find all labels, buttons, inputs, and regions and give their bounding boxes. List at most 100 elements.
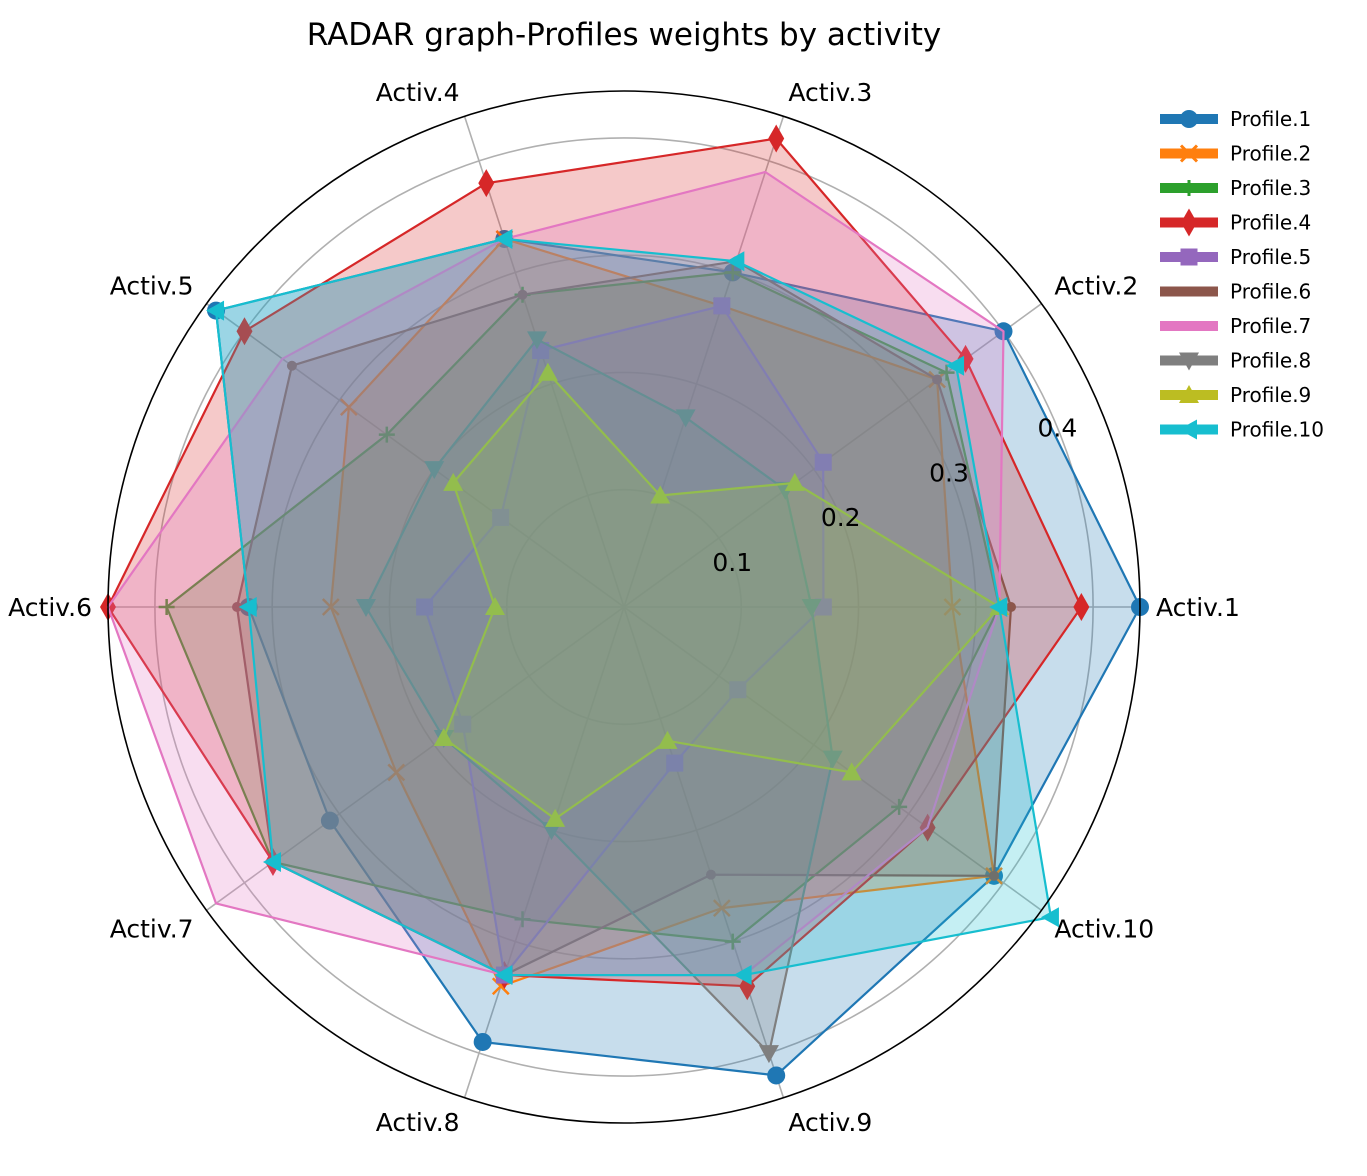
legend-item-9: Profile.9 — [1160, 383, 1311, 407]
data-point-6-1 — [1006, 602, 1016, 612]
legend-item-10: Profile.10 — [1160, 418, 1324, 442]
series-10 — [206, 228, 1059, 986]
data-point-4-4 — [478, 169, 495, 198]
data-point-6-10 — [989, 870, 1000, 881]
category-label-10: Activ.10 — [1054, 915, 1154, 944]
legend-marker-3 — [1181, 180, 1197, 196]
label-layer: Activ.1 Activ.2 Activ.3 Activ.4 Activ.5 Activ… — [8, 78, 1240, 1137]
category-label-4: Activ.4 — [376, 78, 460, 107]
data-point-9-2 — [784, 472, 805, 491]
data-point-8-9 — [758, 1045, 779, 1064]
data-point-3-3 — [724, 264, 741, 281]
rtick-label-4: 0.4 — [1038, 414, 1078, 443]
series-area-2 — [330, 238, 994, 987]
legend-marker-5 — [1180, 248, 1198, 266]
legend-label-9: Profile.9 — [1230, 383, 1311, 407]
legend-label-1: Profile.1 — [1230, 107, 1311, 131]
data-point-3-10 — [891, 798, 908, 815]
legend-item-4: Profile.4 — [1160, 208, 1311, 237]
data-point-6-6 — [232, 602, 242, 612]
chart-title: RADAR graph-Profiles weights by activity — [307, 17, 941, 53]
data-point-10-10 — [1040, 907, 1059, 928]
spoke-gridline-5 — [206, 303, 625, 608]
category-label-3: Activ.3 — [788, 78, 872, 107]
data-point-8-4 — [527, 331, 548, 350]
data-point-5-3 — [713, 297, 731, 315]
data-point-3-5 — [378, 426, 395, 443]
data-point-9-7 — [433, 727, 454, 746]
series-area-1 — [216, 238, 1140, 1076]
legend-label-8: Profile.8 — [1230, 349, 1311, 373]
data-point-10-7 — [262, 852, 281, 873]
legend-item-7: Profile.7 — [1160, 314, 1311, 338]
series-area-9 — [443, 372, 1000, 819]
legend-label-7: Profile.7 — [1230, 314, 1311, 338]
data-point-10-5 — [206, 300, 225, 321]
legend-marker-4 — [1181, 208, 1197, 237]
data-point-4-3 — [768, 124, 785, 153]
data-point-2-1 — [943, 598, 962, 616]
grid-layer — [108, 116, 1140, 1098]
data-point-3-8 — [514, 911, 531, 928]
legend-item-2: Profile.2 — [1160, 142, 1311, 166]
data-point-5-6 — [416, 598, 434, 616]
legend-label-10: Profile.10 — [1230, 418, 1324, 442]
category-label-7: Activ.7 — [110, 915, 194, 944]
data-point-8-1 — [801, 599, 822, 617]
data-point-8-5 — [424, 461, 445, 480]
data-point-2-5 — [339, 398, 358, 416]
legend-label-4: Profile.4 — [1230, 211, 1311, 235]
data-point-3-6 — [158, 599, 175, 615]
data-point-4-5 — [236, 317, 253, 346]
legend-marker-8 — [1179, 352, 1199, 371]
data-point-5-7 — [454, 715, 472, 733]
series-9 — [433, 362, 1010, 827]
data-point-10-1 — [989, 597, 1008, 617]
data-point-3-2 — [938, 364, 955, 381]
data-point-2-6 — [321, 598, 340, 616]
data-point-10-2 — [946, 355, 965, 376]
series-area-7 — [108, 172, 1004, 976]
legend-item-8: Profile.8 — [1160, 349, 1311, 373]
data-point-9-5 — [443, 472, 464, 491]
legend-label-2: Profile.2 — [1230, 142, 1311, 166]
category-label-2: Activ.2 — [1054, 271, 1138, 300]
series-2 — [321, 230, 1003, 996]
series-area-8 — [366, 339, 833, 1054]
data-point-2-7 — [387, 763, 406, 782]
data-point-1-7 — [320, 811, 339, 830]
data-point-5-10 — [729, 681, 747, 699]
data-point-3-9 — [724, 933, 741, 950]
series-area-10 — [216, 238, 1051, 976]
data-point-9-4 — [537, 362, 558, 381]
legend-marker-6 — [1184, 286, 1194, 297]
data-point-4-1 — [1073, 593, 1090, 621]
data-point-2-9 — [712, 899, 731, 918]
data-point-9-8 — [545, 808, 566, 827]
category-label-9: Activ.9 — [788, 1108, 872, 1137]
data-point-5-9 — [666, 754, 684, 772]
data-point-1-9 — [767, 1066, 786, 1085]
spoke-gridline-2 — [623, 303, 1042, 608]
legend-item-5: Profile.5 — [1160, 245, 1311, 269]
data-point-10-9 — [733, 965, 752, 986]
data-point-6-5 — [286, 360, 297, 371]
spoke-gridline-3 — [623, 116, 785, 608]
data-point-9-3 — [650, 485, 671, 504]
legend-label-3: Profile.3 — [1230, 176, 1311, 200]
legend-item-3: Profile.3 — [1160, 176, 1311, 200]
series-area-4 — [108, 138, 1082, 987]
series-area-6 — [237, 261, 1011, 976]
legend: Profile.1 Profile.2 Profile.3 Profile.4 Prof… — [1160, 107, 1324, 442]
category-label-8: Activ.8 — [376, 1108, 460, 1137]
spoke-gridline-9 — [623, 606, 785, 1098]
data-point-10-3 — [726, 251, 745, 272]
category-label-5: Activ.5 — [110, 271, 194, 300]
legend-marker-1 — [1180, 110, 1198, 128]
category-label-1: Activ.1 — [1156, 593, 1240, 622]
data-point-9-9 — [657, 730, 678, 749]
series-6 — [232, 256, 1016, 981]
data-point-9-10 — [841, 762, 862, 781]
